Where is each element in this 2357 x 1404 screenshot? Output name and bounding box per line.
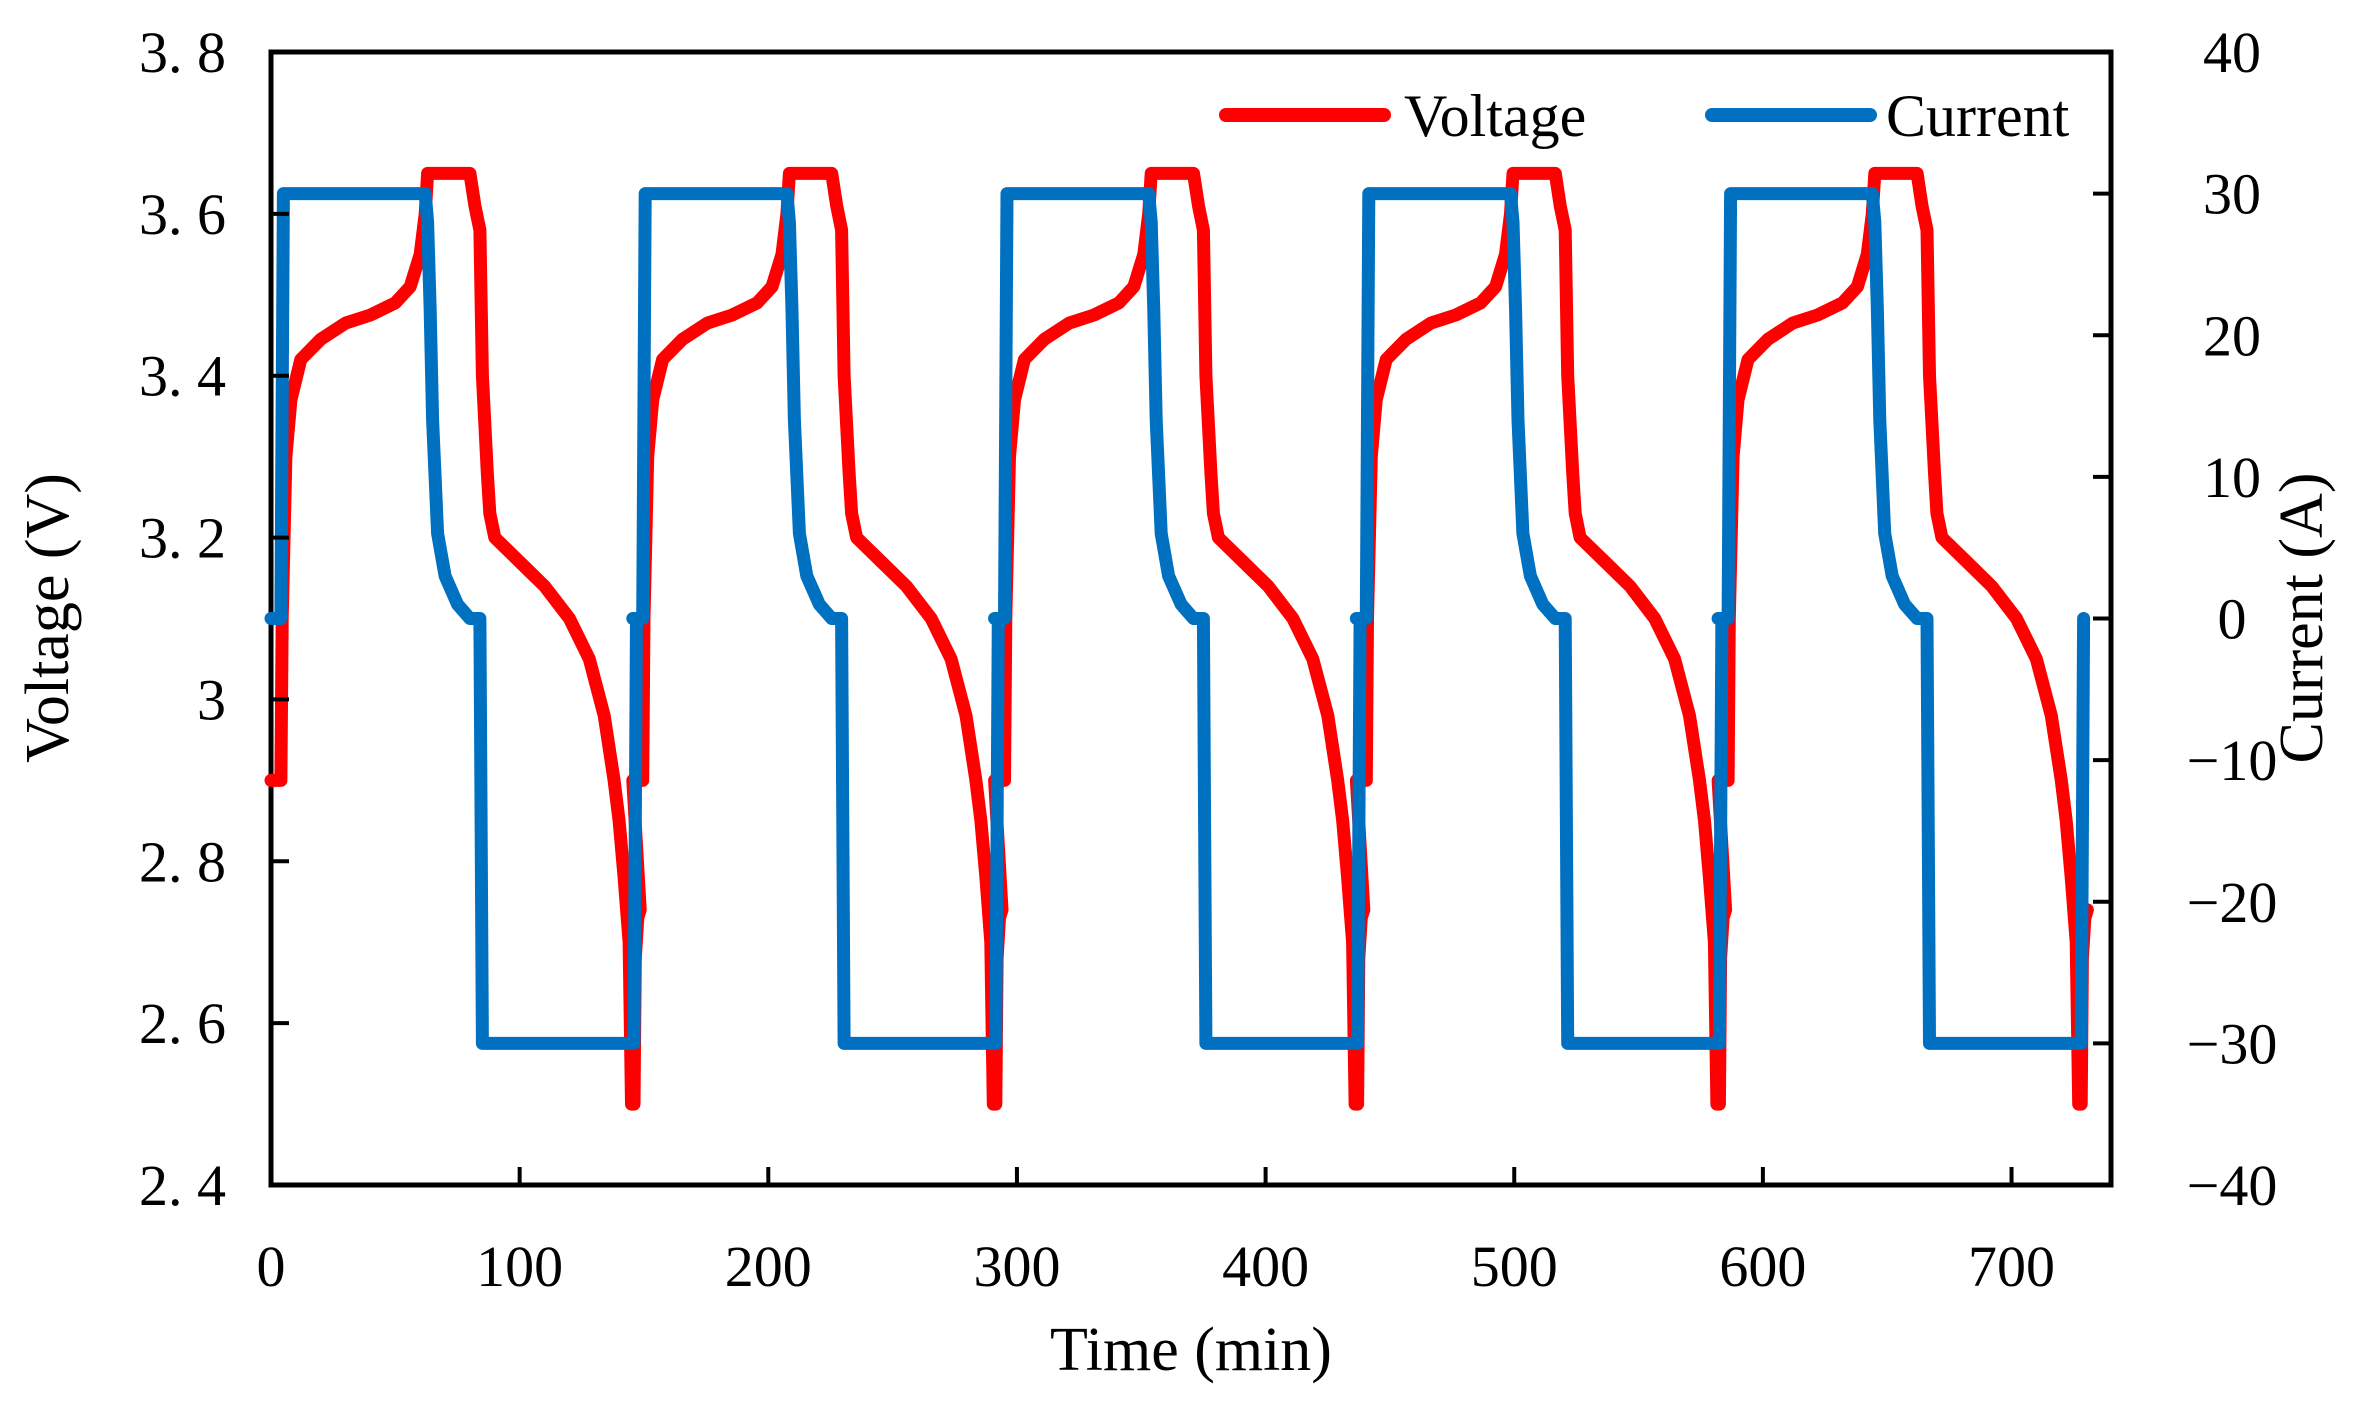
y2-tick-label: 30 [2203, 162, 2261, 227]
y-tick-label: 2. 8 [139, 829, 226, 894]
y-tick-label: 3. 8 [139, 20, 226, 85]
current-series-line [264, 187, 2091, 1050]
y2-tick-label: −20 [2187, 870, 2278, 935]
x-tick-label: 600 [1719, 1234, 1806, 1299]
y2-tick-label: 10 [2203, 445, 2261, 510]
x-axis-title: Time (min) [1050, 1316, 1332, 1384]
y2-tick-label: 0 [2218, 587, 2247, 652]
y2-tick-label: 40 [2203, 20, 2261, 85]
x-tick-label: 700 [1968, 1234, 2055, 1299]
y2-tick-label: 20 [2203, 303, 2261, 368]
y2-axis-title: Current (A) [2268, 473, 2336, 764]
x-axis-ticks: 0 100 200 300 400 500 600 700 [257, 1167, 2055, 1299]
y-axis-title: Voltage (V) [14, 473, 82, 763]
y2-tick-label: −30 [2187, 1011, 2278, 1076]
y-tick-label: 3. 2 [139, 506, 226, 571]
y-tick-label: 2. 4 [139, 1153, 226, 1218]
y-axis-ticks: 2. 4 2. 6 2. 8 3 3. 2 3. 4 3. 6 3. 8 [139, 20, 289, 1218]
legend-current-label: Current [1886, 83, 2070, 149]
y-tick-label: 3. 6 [139, 182, 226, 247]
legend-voltage-label: Voltage [1404, 83, 1586, 149]
x-tick-label: 0 [257, 1234, 286, 1299]
y-tick-label: 3 [197, 667, 226, 732]
x-tick-label: 300 [973, 1234, 1060, 1299]
voltage-series-line [264, 166, 2094, 1111]
y2-axis-ticks: −40 −30 −20 −10 0 10 20 30 40 [2093, 20, 2277, 1218]
legend: Voltage Current [1219, 83, 2070, 149]
y2-tick-label: −10 [2187, 728, 2278, 793]
y-tick-label: 3. 4 [139, 344, 226, 409]
x-tick-label: 400 [1222, 1234, 1309, 1299]
y2-tick-label: −40 [2187, 1153, 2278, 1218]
x-tick-label: 200 [725, 1234, 812, 1299]
y-tick-label: 2. 6 [139, 991, 226, 1056]
x-tick-label: 500 [1471, 1234, 1558, 1299]
x-tick-label: 100 [476, 1234, 563, 1299]
